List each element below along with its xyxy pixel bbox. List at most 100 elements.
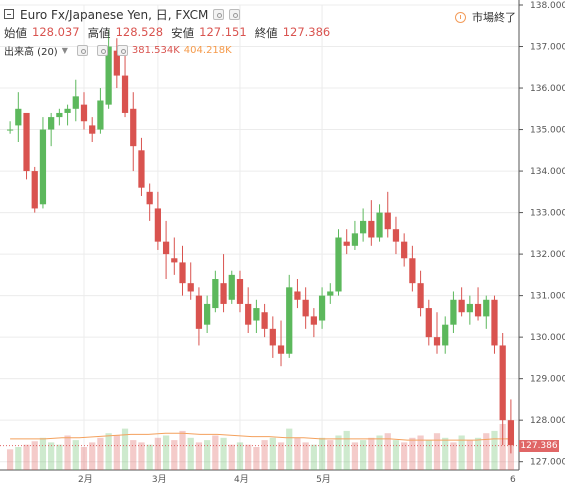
candle-body xyxy=(130,108,137,147)
settings-icon[interactable] xyxy=(229,8,241,20)
volume-bar xyxy=(474,437,482,470)
close-value: 127.386 xyxy=(282,25,331,39)
volume-bar xyxy=(360,440,367,470)
candle-body xyxy=(409,258,416,284)
candle-body xyxy=(195,295,203,329)
volume-visibility-icon[interactable] xyxy=(76,45,88,56)
candle-body xyxy=(360,220,367,234)
volume-bar xyxy=(48,442,55,470)
volume-bar xyxy=(39,437,47,470)
volume-bar xyxy=(105,433,112,470)
candle-body xyxy=(162,241,170,255)
volume-bar xyxy=(327,440,334,470)
volume-bar xyxy=(425,440,432,470)
x-tick-label: 2月 xyxy=(78,474,93,485)
volume-bar xyxy=(253,447,260,470)
volume-bar xyxy=(343,430,350,470)
volume-bar xyxy=(97,437,104,470)
candle-body xyxy=(171,258,178,263)
volume-bar xyxy=(376,435,383,470)
symbol-title: Euro Fx/Japanese Yen, 日, FXCM xyxy=(20,7,209,22)
candle-body xyxy=(64,108,71,113)
volume-bar xyxy=(351,442,359,470)
close-label: 終値 xyxy=(254,26,278,40)
candle-body xyxy=(146,191,153,205)
volume-close-icon[interactable] xyxy=(116,45,128,56)
volume-bar xyxy=(154,437,161,470)
y-tick-label: 129.000 xyxy=(530,375,565,385)
volume-bar xyxy=(204,440,211,470)
candle-body xyxy=(269,328,276,346)
y-tick-label: 133.000 xyxy=(530,209,565,219)
volume-bar xyxy=(491,430,498,470)
candle-body xyxy=(97,100,104,130)
candle-body xyxy=(507,420,515,446)
candle-body xyxy=(31,171,38,209)
candle-body xyxy=(384,212,391,230)
volume-bar xyxy=(64,435,71,470)
visibility-icon[interactable] xyxy=(213,8,225,20)
low-label: 安値 xyxy=(171,26,195,40)
volume-bar xyxy=(277,442,285,470)
candle-body xyxy=(433,337,441,346)
candle-body xyxy=(236,279,244,304)
candle-body xyxy=(179,262,186,284)
volume-value: 381.534K xyxy=(131,45,180,56)
volume-bar xyxy=(121,428,129,470)
candle-body xyxy=(302,299,309,317)
volume-bar xyxy=(113,435,120,470)
candle-body xyxy=(335,237,342,292)
x-tick-label: 5月 xyxy=(316,474,331,485)
high-label: 高値 xyxy=(87,26,111,40)
volume-bar xyxy=(171,440,178,470)
volume-bar xyxy=(261,440,268,470)
collapse-icon[interactable] xyxy=(4,9,14,19)
y-tick-label: 134.000 xyxy=(530,167,565,177)
candle-body xyxy=(245,303,252,325)
volume-settings-icon[interactable] xyxy=(96,45,108,56)
candle-body xyxy=(442,324,449,346)
volume-bar xyxy=(15,447,22,470)
candle-body xyxy=(401,241,408,259)
volume-bar xyxy=(507,437,515,470)
y-tick-label: 127.000 xyxy=(530,458,565,468)
candle-body xyxy=(56,112,63,118)
candle-body xyxy=(351,233,359,246)
candle-body xyxy=(466,303,473,313)
market-status-text: 市場終了 xyxy=(472,11,516,24)
candle-body xyxy=(105,46,112,105)
volume-bar xyxy=(6,449,14,470)
candle-body xyxy=(261,312,268,329)
volume-bar xyxy=(31,441,38,470)
volume-bar xyxy=(228,444,235,470)
chart-header: Euro Fx/Japanese Yen, 日, FXCM xyxy=(4,6,241,22)
market-status: 市場終了 xyxy=(455,9,516,25)
volume-bar xyxy=(450,442,457,470)
candle-body xyxy=(15,108,22,126)
candle-body xyxy=(310,316,317,325)
high-value: 128.528 xyxy=(115,25,164,39)
candle-body xyxy=(458,299,465,313)
volume-bar xyxy=(220,437,227,470)
candle-body xyxy=(294,291,301,300)
y-tick-label: 128.000 xyxy=(530,416,565,426)
volume-bar xyxy=(236,442,244,470)
volume-bar xyxy=(138,442,145,470)
dropdown-arrow-icon[interactable]: ▼ xyxy=(61,46,68,55)
candle-body xyxy=(277,345,285,354)
candle-body xyxy=(72,96,79,109)
candle-body xyxy=(286,287,293,354)
volume-bar xyxy=(433,433,441,470)
candle-body xyxy=(187,283,194,292)
volume-bar xyxy=(269,437,276,470)
candle-body xyxy=(491,299,498,346)
open-value: 128.037 xyxy=(32,25,80,39)
volume-bar xyxy=(318,437,326,470)
y-tick-label: 137.000 xyxy=(530,43,565,53)
candle-body xyxy=(113,50,120,76)
candle-body xyxy=(425,308,432,338)
candle-body xyxy=(89,125,96,134)
volume-bar xyxy=(130,440,137,470)
